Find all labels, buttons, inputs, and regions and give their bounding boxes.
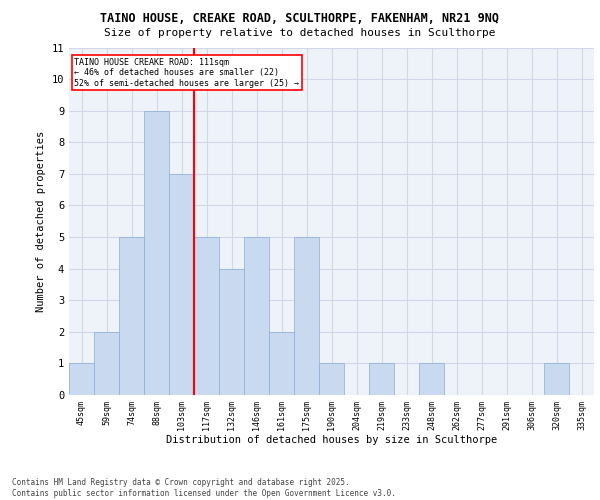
Bar (244, 237, 269, 395)
Text: Size of property relative to detached houses in Sculthorpe: Size of property relative to detached ho… (104, 28, 496, 38)
Bar (69, 364, 94, 395)
Bar (119, 237, 144, 395)
Bar (544, 364, 569, 395)
Bar (169, 174, 194, 395)
Bar (219, 268, 244, 395)
Bar (194, 237, 219, 395)
Bar (369, 364, 394, 395)
Y-axis label: Number of detached properties: Number of detached properties (36, 130, 46, 312)
Text: TAINO HOUSE, CREAKE ROAD, SCULTHORPE, FAKENHAM, NR21 9NQ: TAINO HOUSE, CREAKE ROAD, SCULTHORPE, FA… (101, 12, 499, 26)
Bar (144, 110, 169, 395)
Bar (319, 364, 344, 395)
Bar (269, 332, 294, 395)
Bar (94, 332, 119, 395)
Text: TAINO HOUSE CREAKE ROAD: 111sqm
← 46% of detached houses are smaller (22)
52% of: TAINO HOUSE CREAKE ROAD: 111sqm ← 46% of… (74, 58, 299, 88)
Bar (294, 237, 319, 395)
X-axis label: Distribution of detached houses by size in Sculthorpe: Distribution of detached houses by size … (166, 436, 497, 446)
Bar (419, 364, 444, 395)
Text: Contains HM Land Registry data © Crown copyright and database right 2025.
Contai: Contains HM Land Registry data © Crown c… (12, 478, 396, 498)
